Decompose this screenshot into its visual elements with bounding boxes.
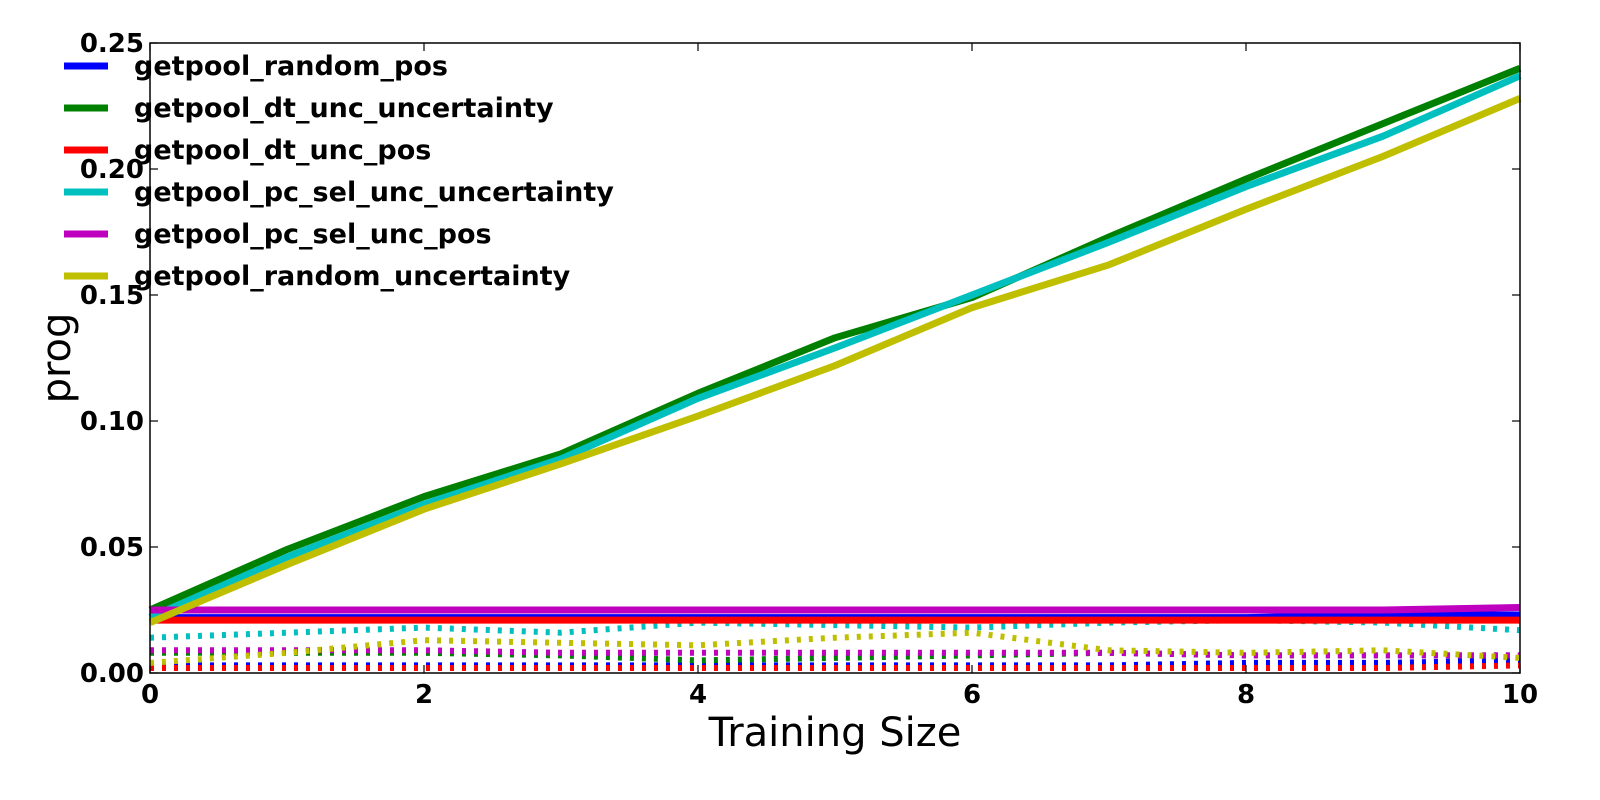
legend-item: getpool_pc_sel_unc_pos bbox=[64, 219, 492, 250]
x-axis-label: Training Size bbox=[708, 710, 962, 756]
legend-label: getpool_random_uncertainty bbox=[134, 261, 571, 292]
y-tick-label: 0.25 bbox=[80, 29, 144, 59]
y-tick-label: 0.05 bbox=[80, 533, 144, 563]
dotted-series-line bbox=[149, 629, 1521, 666]
x-tick-label: 0 bbox=[141, 680, 159, 710]
y-tick-label: 0.20 bbox=[80, 155, 144, 185]
y-tick-label: 0.15 bbox=[80, 281, 144, 311]
legend-item: getpool_dt_unc_uncertainty bbox=[64, 93, 554, 124]
x-tick-label: 4 bbox=[689, 680, 707, 710]
legend-item: getpool_pc_sel_unc_uncertainty bbox=[64, 177, 614, 208]
legend-label: getpool_pc_sel_unc_pos bbox=[134, 219, 492, 250]
legend-item: getpool_dt_unc_pos bbox=[64, 135, 431, 166]
series-line-getpool_pc_sel_unc_pos bbox=[150, 604, 1521, 614]
series-layer bbox=[148, 64, 1522, 626]
y-tick-label: 0.10 bbox=[80, 407, 144, 437]
legend-item: getpool_random_uncertainty bbox=[64, 261, 571, 292]
legend-label: getpool_pc_sel_unc_uncertainty bbox=[134, 177, 614, 208]
dotted-series-line bbox=[150, 662, 1521, 671]
x-tick-label: 10 bbox=[1502, 680, 1538, 710]
y-axis-label: prog bbox=[34, 313, 80, 404]
legend: getpool_random_pos getpool_dt_unc_uncerta… bbox=[64, 51, 614, 292]
x-tick-label: 8 bbox=[1237, 680, 1255, 710]
plot-frame bbox=[149, 42, 1521, 674]
series-line-getpool_random_uncertainty bbox=[148, 95, 1522, 626]
legend-label: getpool_dt_unc_uncertainty bbox=[134, 93, 554, 124]
x-tick-label: 6 bbox=[963, 680, 981, 710]
series-line-getpool_dt_unc_uncertainty bbox=[148, 64, 1522, 614]
y-tick-label: 0.00 bbox=[80, 659, 144, 689]
legend-label: getpool_dt_unc_pos bbox=[134, 135, 431, 166]
legend-item: getpool_random_pos bbox=[64, 51, 448, 82]
dotted-series-line bbox=[150, 657, 1521, 669]
legend-label: getpool_random_pos bbox=[134, 51, 448, 82]
dotted-series-line bbox=[150, 647, 1520, 659]
x-tick-label: 2 bbox=[415, 680, 433, 710]
ticks-layer: 0 2 4 6 8 10 0.00 0.05 0.10 0.15 0.20 0.25 bbox=[80, 29, 1538, 710]
dotted-series-layer bbox=[149, 617, 1521, 671]
series-line-getpool_pc_sel_unc_uncertainty bbox=[148, 72, 1522, 621]
